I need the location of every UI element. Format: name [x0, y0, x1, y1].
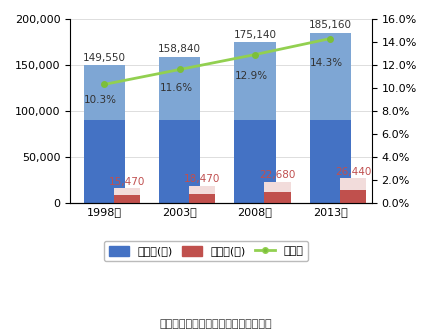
- Bar: [234, 42, 276, 120]
- Text: 185,160: 185,160: [309, 20, 352, 30]
- Bar: [340, 178, 366, 203]
- Bar: [310, 33, 351, 120]
- Text: 12.9%: 12.9%: [235, 71, 268, 81]
- Text: 11.6%: 11.6%: [159, 83, 192, 93]
- Bar: [159, 57, 200, 203]
- Bar: [310, 33, 351, 203]
- Text: 18,470: 18,470: [184, 174, 220, 184]
- Text: 22,680: 22,680: [260, 170, 296, 180]
- Bar: [189, 194, 216, 203]
- 空家率: [177, 67, 182, 71]
- Bar: [340, 190, 366, 203]
- Bar: [114, 195, 140, 203]
- Text: 175,140: 175,140: [234, 30, 276, 40]
- Bar: [264, 192, 291, 203]
- 空家率: [102, 82, 107, 86]
- Bar: [159, 57, 200, 120]
- Bar: [83, 65, 125, 203]
- Bar: [114, 188, 140, 203]
- Text: 資料：総務省「住宅・土地統計調査」: 資料：総務省「住宅・土地統計調査」: [160, 319, 272, 329]
- Line: 空家率: 空家率: [102, 36, 333, 87]
- Bar: [234, 42, 276, 203]
- Bar: [189, 186, 216, 203]
- 空家率: [252, 52, 257, 56]
- Text: 14.3%: 14.3%: [310, 58, 343, 68]
- Text: 149,550: 149,550: [83, 53, 126, 63]
- Text: 158,840: 158,840: [158, 44, 201, 54]
- Legend: 住宅数(戸), 空家数(戸), 空家率: 住宅数(戸), 空家数(戸), 空家率: [104, 241, 308, 261]
- Bar: [83, 65, 125, 120]
- Text: 26,440: 26,440: [335, 167, 371, 177]
- 空家率: [328, 37, 333, 41]
- Bar: [264, 182, 291, 203]
- Text: 15,470: 15,470: [109, 177, 145, 187]
- Text: 10.3%: 10.3%: [84, 95, 117, 105]
